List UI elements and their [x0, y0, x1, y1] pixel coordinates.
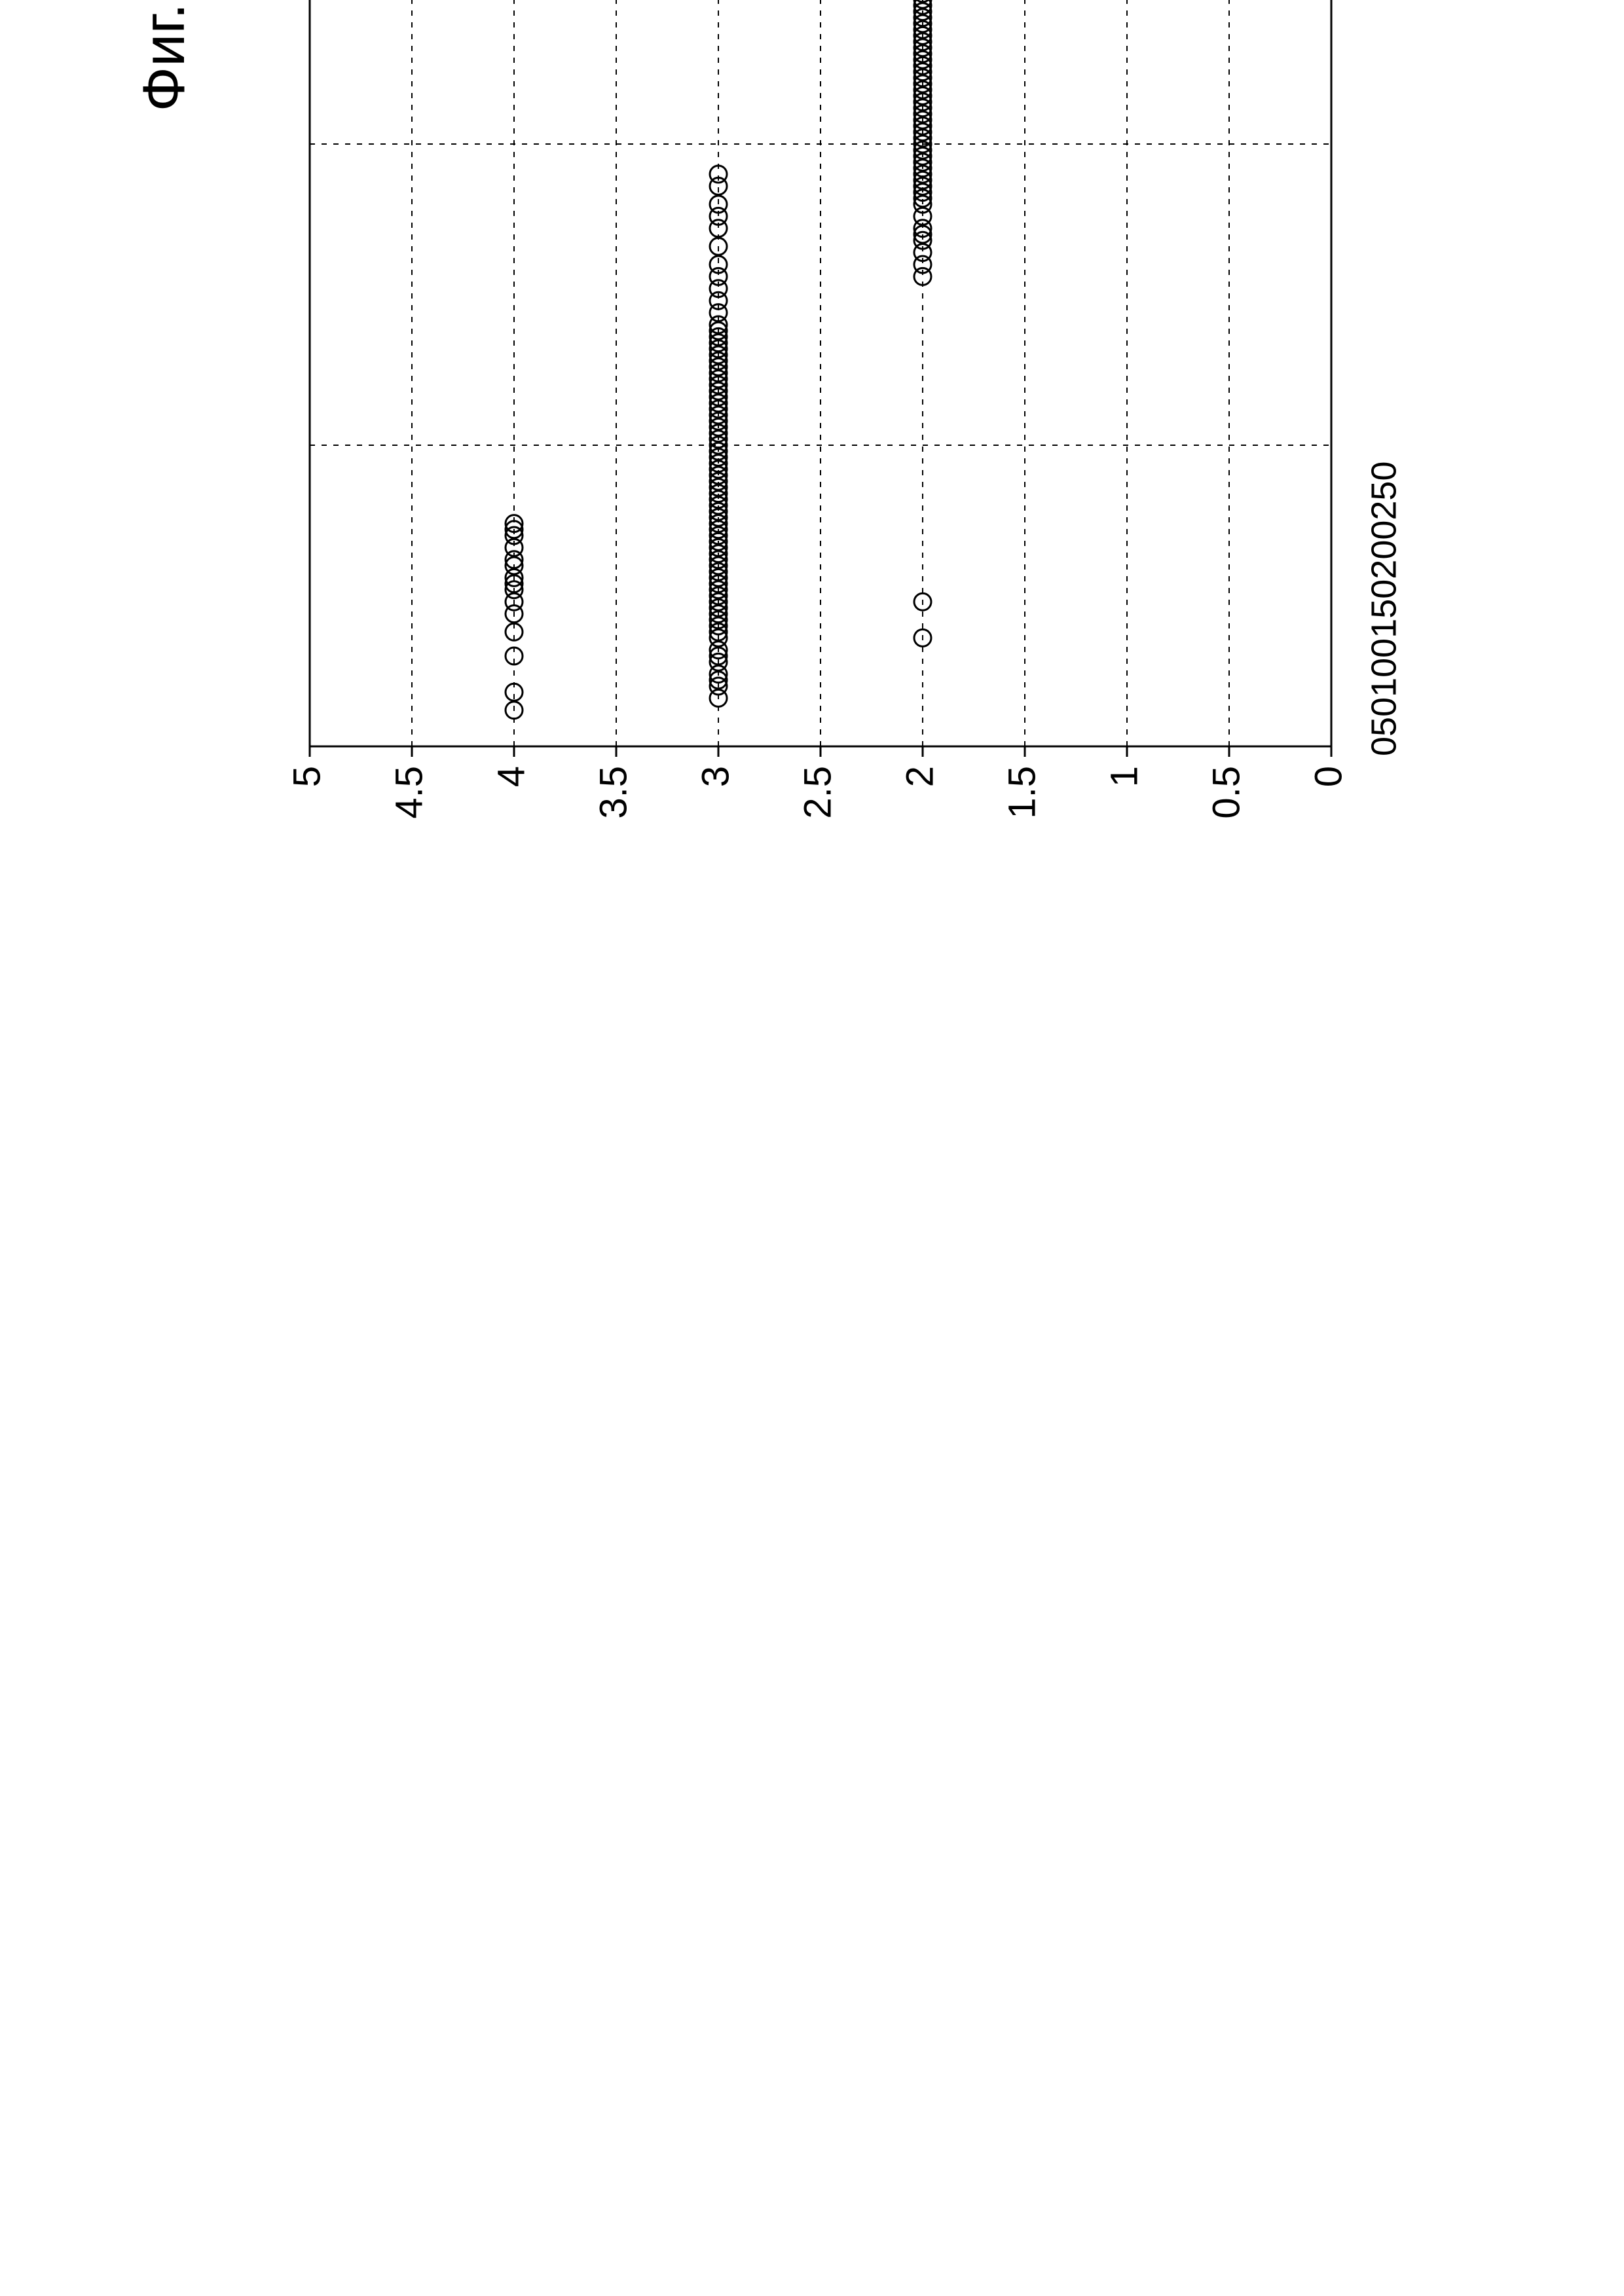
chart-background [270, 0, 1416, 884]
x-axis-label-run: 050100150200250 [1364, 462, 1403, 756]
scatter-chart-svg: 0 0.5 1 1.5 2 2.5 3 3.5 4 4.5 5 050100150200250 [270, 0, 1416, 884]
y-tick-label: 1.5 [1001, 766, 1043, 819]
y-tick-label: 3.5 [592, 766, 635, 819]
y-tick-label: 3 [694, 766, 737, 787]
y-tick-label: 4.5 [388, 766, 430, 819]
y-tick-label: 0.5 [1205, 766, 1247, 819]
page: 4/5 Фиг. 3 00.511.522.533.544.5505010015… [0, 0, 1624, 2296]
figure-rotated-wrap: Фиг. 3 0 0.5 1 1.5 2 2.5 3 3.5 4 4.5 5 050100150200… [131, 0, 1416, 884]
y-tick-label: 2 [898, 766, 941, 787]
y-tick-label: 0 [1307, 766, 1350, 787]
scatter-chart: 0 0.5 1 1.5 2 2.5 3 3.5 4 4.5 5 050100150200250 [270, 0, 1416, 884]
y-tick-label: 4 [490, 766, 532, 787]
figure: Фиг. 3 0 0.5 1 1.5 2 2.5 3 3.5 4 4.5 5 050100150200… [131, 0, 1416, 884]
y-tick-label: 5 [286, 766, 328, 787]
y-tick-label: 2.5 [796, 766, 839, 819]
y-tick-label: 1 [1103, 766, 1145, 787]
figure-title: Фиг. 3 [131, 0, 198, 884]
